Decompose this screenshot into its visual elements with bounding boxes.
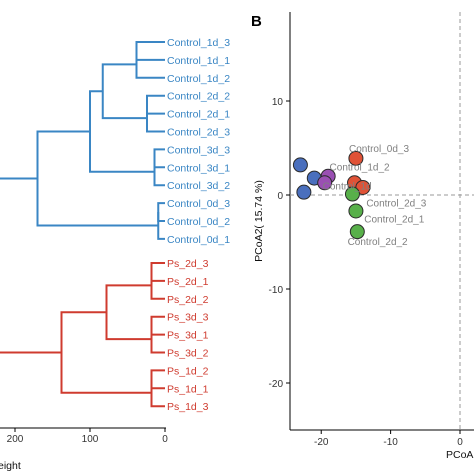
dendrogram-branches: [0, 41, 165, 408]
pcoa-point-label: Control_1d_2: [330, 163, 390, 174]
leaf-label: Control_0d_2: [167, 216, 230, 228]
pcoa-y-tick-label: -10: [269, 285, 284, 296]
pcoa-x-axis-title: PCoA: [446, 449, 473, 461]
pcoa-point: [344, 186, 360, 202]
pcoa-point-label: Control_2d_3: [366, 198, 426, 209]
leaf-label: Ps_2d_2: [167, 294, 209, 306]
dendrogram-tick-label: 0: [162, 434, 168, 445]
dendrogram-branch: [135, 41, 165, 61]
pcoa-point: [349, 224, 365, 240]
leaf-label: Ps_3d_2: [167, 348, 209, 360]
leaf-label: Ps_3d_3: [167, 312, 209, 324]
leaf-label: Ps_1d_1: [167, 383, 209, 395]
leaf-label: Ps_2d_1: [167, 276, 209, 288]
pcoa-axes: 10 0 -10 -20 -20 -10 0: [269, 97, 464, 448]
dendrogram-branch: [157, 212, 165, 240]
leaf-label: Ps_1d_2: [167, 365, 209, 377]
dendrogram-branch: [101, 63, 147, 120]
leaf-label: Control_3d_3: [167, 144, 230, 156]
dendrogram-branch: [150, 262, 165, 282]
dendrogram-branch: [157, 202, 165, 222]
dendrogram-tick-label: 200: [7, 434, 24, 445]
dendrogram-branch: [150, 315, 165, 336]
leaf-label: Control_2d_1: [167, 109, 230, 121]
leaf-label: Control_3d_1: [167, 162, 230, 174]
dendrogram-branch: [36, 130, 159, 227]
dendrogram-x-axis: 200 100 0: [0, 427, 168, 445]
leaf-label: Control_1d_2: [167, 73, 230, 85]
pcoa-point: [317, 175, 333, 191]
leaf-label: Ps_3d_1: [167, 330, 209, 342]
pcoa-point-label: Control_0d_3: [349, 144, 409, 155]
dendrogram-branch: [135, 50, 165, 79]
pcoa-y-axis-title: PCoA2( 15.74 %): [253, 180, 265, 262]
leaf-label: Control_2d_2: [167, 91, 230, 103]
pcoa-point-label: Control_2d_1: [364, 214, 424, 225]
leaf-label: Control_1d_1: [167, 55, 230, 67]
pcoa-point: [296, 184, 312, 200]
panel-label-b: B: [251, 13, 262, 30]
leaf-label: Control_1d_3: [167, 37, 230, 49]
dendrogram-branch: [150, 271, 165, 300]
leaf-label: Ps_1d_3: [167, 401, 209, 413]
leaf-label: Control_0d_1: [167, 234, 230, 246]
dendrogram-x-axis-title: eight: [0, 460, 21, 472]
pcoa-y-tick-label: 0: [277, 191, 283, 202]
dendrogram-tick-label: 100: [82, 434, 99, 445]
dendrogram-branch: [89, 90, 155, 173]
pcoa-point: [348, 203, 364, 219]
dendrogram-branch: [146, 104, 165, 133]
pcoa-y-tick-label: 10: [272, 97, 284, 108]
dendrogram-branch: [153, 148, 165, 169]
leaf-label: Control_0d_3: [167, 198, 230, 210]
pcoa-point-labels: Control_0d_3 Control_1d_2 Control_1d Contro…: [323, 144, 427, 248]
pcoa-point: [292, 157, 308, 173]
pcoa-x-tick-label: -10: [383, 437, 398, 448]
dendrogram-branch: [150, 379, 165, 408]
pcoa-point: [348, 150, 364, 166]
dendrogram-branch: [146, 94, 165, 115]
pcoa-point-label: Control_2d_2: [348, 237, 408, 248]
leaf-label: Control_3d_2: [167, 180, 230, 192]
pcoa-point-label: Control_1d: [323, 181, 372, 192]
reference-lines: [290, 12, 474, 430]
pcoa-x-tick-label: -20: [314, 437, 329, 448]
dendrogram-panel: Control_1d_3 Control_1d_1 Control_1d_2 Cont…: [0, 37, 230, 472]
pcoa-x-tick-label: 0: [457, 437, 463, 448]
leaf-label: Ps_2d_3: [167, 258, 209, 270]
dendrogram-branch: [150, 369, 165, 390]
dendrogram-branch: [153, 158, 165, 187]
pcoa-y-tick-label: -20: [269, 379, 284, 390]
dendrogram-branch: [105, 284, 152, 341]
dendrogram-leaf-labels: Control_1d_3 Control_1d_1 Control_1d_2 Cont…: [167, 37, 230, 413]
pcoa-points: [292, 150, 371, 240]
leaf-label: Control_2d_3: [167, 127, 230, 139]
pcoa-panel: B 10 0 -10 -20 -20 -10 0 Control_0d_3 Control_1…: [251, 12, 474, 461]
dendrogram-branch: [150, 325, 165, 354]
